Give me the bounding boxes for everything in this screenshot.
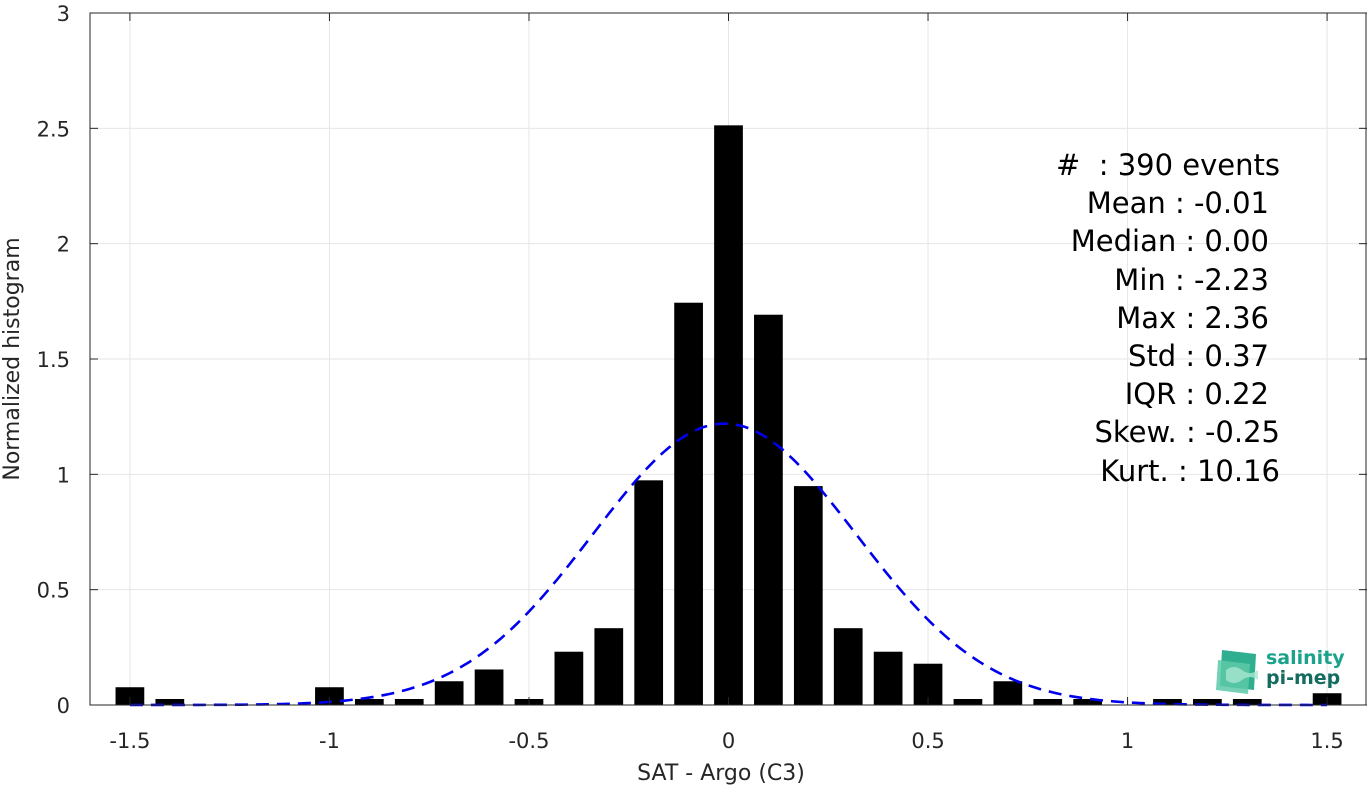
histogram-bar [434, 681, 464, 705]
y-tick-label: 2 [57, 233, 70, 257]
stat-median: Median : 0.00 [1070, 224, 1269, 259]
logo-line2: pi-mep [1266, 667, 1341, 689]
stat-min: Min : -2.23 [1114, 262, 1269, 297]
histogram-bar [1193, 699, 1222, 705]
x-tick-label: -0.5 [508, 729, 549, 753]
y-tick-label: 2.5 [37, 117, 70, 141]
stat-kurt: Kurt. : 10.16 [1100, 453, 1280, 488]
histogram-bar [394, 699, 424, 705]
histogram-bar [953, 699, 983, 705]
stat-max: Max : 2.36 [1116, 300, 1269, 335]
histogram-bar [873, 651, 903, 705]
y-axis-label: Normalized histogram [0, 237, 25, 480]
y-tick-label: 1 [57, 463, 70, 487]
histogram-bar [1073, 699, 1103, 705]
histogram-bar [674, 302, 703, 705]
wave-logo-icon [1216, 650, 1258, 694]
x-tick-label: 1.5 [1310, 729, 1343, 753]
y-tick-label: 0 [57, 694, 70, 718]
histogram-bar [594, 628, 624, 705]
histogram-bar [634, 480, 664, 705]
stat-mean: Mean : -0.01 [1086, 186, 1269, 221]
y-tick-label: 1.5 [37, 348, 70, 372]
axis-ticks: -1.5 -1 -0.5 0 0.5 1 1.5 0 0.5 1 1.5 2 2.5 3 [37, 2, 1367, 753]
histogram-bar [793, 486, 823, 705]
histogram-bar [115, 687, 145, 705]
logo-line1: salinity [1266, 647, 1345, 669]
histogram-bar [315, 687, 344, 705]
x-tick-label: 0.5 [911, 729, 944, 753]
histogram-bar [1033, 699, 1063, 705]
y-tick-label: 3 [57, 2, 70, 26]
x-tick-label: -1 [319, 729, 340, 753]
stat-std: Std : 0.37 [1128, 339, 1269, 374]
y-tick-label: 0.5 [37, 579, 70, 603]
x-tick-label: -1.5 [109, 729, 150, 753]
histogram-bar [474, 669, 504, 705]
histogram-bar [354, 699, 384, 705]
histogram-bar [714, 125, 743, 706]
histogram-bar [993, 681, 1023, 705]
stat-iqr: IQR : 0.22 [1124, 377, 1269, 412]
histogram-bar [554, 651, 584, 705]
histogram-bar [1232, 699, 1262, 705]
histogram-bars [115, 125, 1342, 706]
x-tick-label: 1 [1121, 729, 1134, 753]
histogram-bar [1153, 699, 1182, 705]
histogram-bar [754, 314, 783, 705]
histogram-bar [833, 628, 863, 705]
stat-events: # : 390 events [1056, 148, 1280, 182]
stat-skew: Skew. : -0.25 [1094, 415, 1280, 450]
statistics-annotation: # : 390 events Mean : -0.01 Median : 0.0… [1000, 146, 1280, 490]
x-axis-label: SAT - Argo (C3) [637, 761, 805, 786]
salinity-pimep-logo: salinity pi-mep [1216, 646, 1346, 696]
x-tick-label: 0 [722, 729, 735, 753]
histogram-bar [155, 699, 185, 705]
